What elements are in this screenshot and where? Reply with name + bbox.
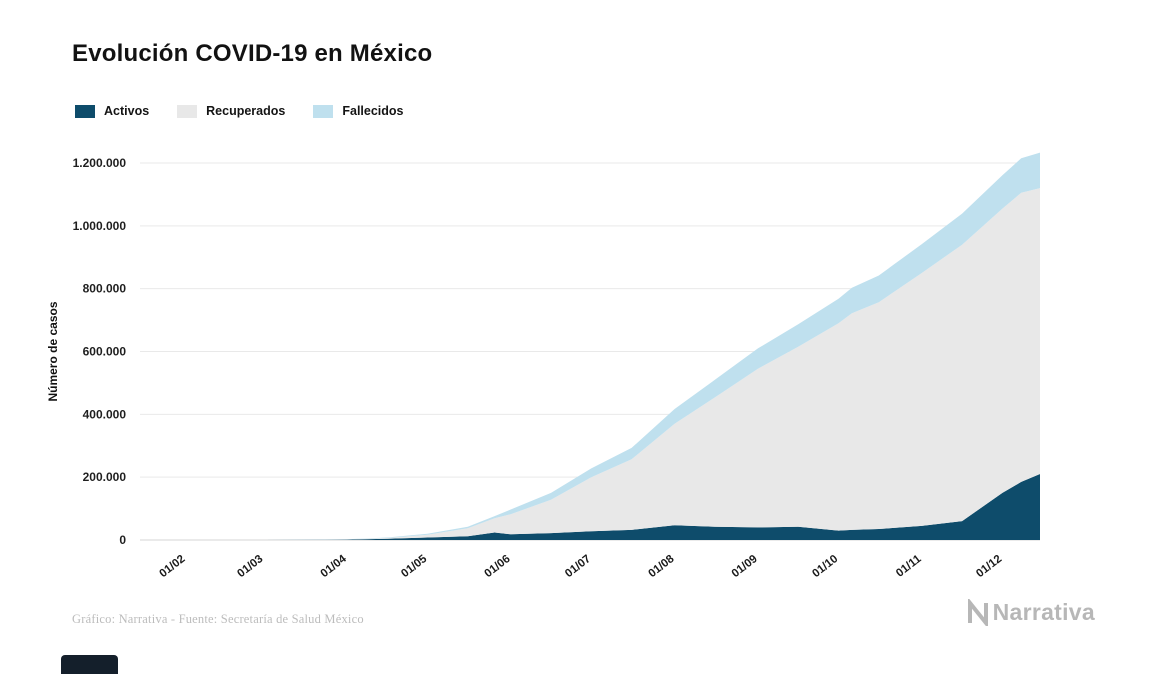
page-title: Evolución COVID-19 en México [72, 40, 433, 67]
narrativa-logo-text: Narrativa [992, 599, 1095, 625]
legend-label-fallecidos: Fallecidos [342, 104, 404, 118]
narrativa-logo: Narrativa [966, 599, 1095, 626]
legend-swatch-fallecidos [313, 104, 334, 118]
source-note: Gráfico: Narrativa - Fuente: Secretaría … [72, 612, 364, 626]
x-tick-label: 01/10 [810, 553, 840, 580]
x-tick-label: 01/05 [399, 553, 430, 581]
legend-swatch-activos [75, 104, 95, 118]
legend-item-fallecidos: Fallecidos [313, 104, 404, 118]
legend-swatch-recuperados [177, 104, 198, 118]
y-tick-label: 0 [119, 533, 126, 547]
chart-legend: Activos Recuperados Fallecidos [75, 104, 404, 118]
legend-label-recuperados: Recuperados [206, 104, 286, 118]
bottom-left-dark-element [61, 655, 118, 674]
y-tick-label: 400.000 [83, 407, 127, 421]
y-tick-label: 1.200.000 [73, 156, 127, 170]
legend-label-activos: Activos [104, 104, 150, 118]
narrativa-n-icon [967, 599, 988, 626]
y-axis-title: Número de casos [46, 301, 60, 401]
y-tick-label: 1.000.000 [73, 219, 127, 233]
y-tick-label: 600.000 [83, 345, 127, 359]
x-tick-label: 01/09 [730, 553, 760, 580]
x-tick-label: 01/12 [974, 553, 1004, 580]
y-tick-label: 800.000 [83, 282, 127, 296]
x-tick-label: 01/08 [646, 553, 677, 581]
x-tick-label: 01/07 [563, 553, 593, 580]
area-activos [140, 474, 1040, 540]
x-axis-labels: 01/02 01/03 01/04 01/05 01/06 01/07 01/08 01/09… [157, 553, 1004, 581]
legend-item-activos: Activos [75, 104, 149, 118]
legend-item-recuperados: Recuperados [177, 104, 285, 118]
x-tick-label: 01/03 [235, 553, 265, 580]
x-tick-label: 01/11 [894, 553, 924, 580]
y-tick-label: 200.000 [83, 470, 127, 484]
area-recuperados [140, 188, 1040, 540]
stacked-areas [140, 152, 1040, 540]
x-tick-label: 01/04 [319, 553, 350, 581]
x-tick-label: 01/06 [483, 553, 513, 580]
covid-stacked-area-chart: 0 200.000 400.000 600.000 800.000 1.000.000 1.… [46, 152, 1040, 581]
x-tick-label: 01/02 [157, 553, 187, 580]
